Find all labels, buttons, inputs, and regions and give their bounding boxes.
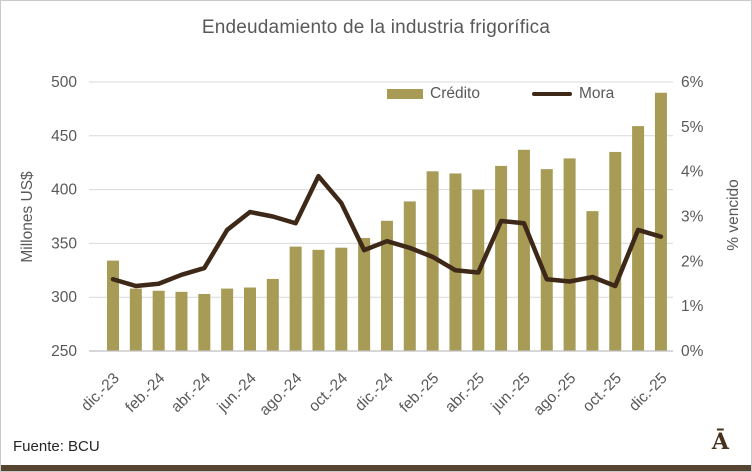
credito-bar xyxy=(289,246,302,351)
credito-bar xyxy=(129,288,142,351)
credito-bar xyxy=(563,158,576,351)
legend: Crédito Mora xyxy=(387,85,614,103)
chart-title: Endeudamiento de la industria frigorífic… xyxy=(201,17,551,38)
y-right-tick-label: 3% xyxy=(681,209,704,226)
legend-item-mora: Mora xyxy=(531,85,615,103)
x-tick-label: abr.-25 xyxy=(442,370,488,416)
x-tick-label: dic.-23 xyxy=(78,370,123,415)
credito-bar xyxy=(198,293,211,351)
credito-bar xyxy=(426,171,439,351)
credito-bar xyxy=(632,126,645,351)
x-tick-label: oct.-24 xyxy=(306,370,352,416)
y-right-tick-label: 0% xyxy=(681,343,704,360)
credito-bar xyxy=(517,149,530,351)
credito-bar xyxy=(358,238,371,351)
bottom-band xyxy=(1,465,751,471)
y-left-tick-label: 450 xyxy=(51,128,77,145)
credito-bar xyxy=(403,201,416,351)
y-right-tick-label: 6% xyxy=(681,74,704,91)
mora-line xyxy=(110,173,664,289)
credito-bar xyxy=(312,249,325,351)
brand-logo: Ā xyxy=(711,429,729,455)
y-right-tick-label: 5% xyxy=(681,119,704,136)
credito-bar xyxy=(221,288,234,351)
x-tick-label: feb.-24 xyxy=(122,370,168,416)
x-tick-label: ago.-25 xyxy=(530,370,579,419)
y-left-axis-title: Millones US$ xyxy=(19,171,36,263)
x-tick-label: jun.-25 xyxy=(488,370,534,416)
y-left-tick-label: 500 xyxy=(51,74,77,91)
x-tick-label: jun.-24 xyxy=(214,370,261,417)
y-right-tick-label: 1% xyxy=(681,298,704,315)
legend-label-mora: Mora xyxy=(578,85,615,102)
x-tick-label: ago.-24 xyxy=(256,370,305,419)
credito-bar xyxy=(152,290,165,351)
y-left-tick-label: 400 xyxy=(51,182,77,199)
credito-bar xyxy=(266,278,279,351)
legend-label-credito: Crédito xyxy=(430,85,480,102)
credito-bar xyxy=(107,260,119,351)
y-right-tick-label: 2% xyxy=(681,253,704,270)
credito-bar xyxy=(495,165,508,351)
y-left-tick-label: 350 xyxy=(51,235,77,252)
credito-bar xyxy=(609,151,622,351)
x-tick-label: dic.-25 xyxy=(626,370,671,415)
y-left-tick-label: 300 xyxy=(51,289,77,306)
credito-swatch-icon xyxy=(387,89,423,99)
x-tick-label: abr.-24 xyxy=(168,370,214,416)
x-tick-label: dic.-24 xyxy=(352,370,397,415)
y-right-axis-title: % vencido xyxy=(725,179,742,251)
x-tick-label: feb.-25 xyxy=(396,370,442,416)
credito-bar xyxy=(380,220,393,351)
y-left-tick-label: 250 xyxy=(51,343,77,360)
credito-bar xyxy=(540,169,553,351)
legend-item-credito: Crédito xyxy=(387,85,480,103)
credito-bar xyxy=(243,287,256,351)
x-tick-label: oct.-25 xyxy=(580,370,626,416)
credito-bar xyxy=(175,291,188,351)
mora-swatch-icon xyxy=(531,91,572,97)
credito-bar xyxy=(654,92,667,351)
credito-bar xyxy=(335,247,348,351)
source-note: Fuente: BCU xyxy=(13,438,100,455)
credito-bar xyxy=(449,173,462,351)
credito-bar xyxy=(586,211,599,351)
y-right-tick-label: 4% xyxy=(681,164,704,181)
